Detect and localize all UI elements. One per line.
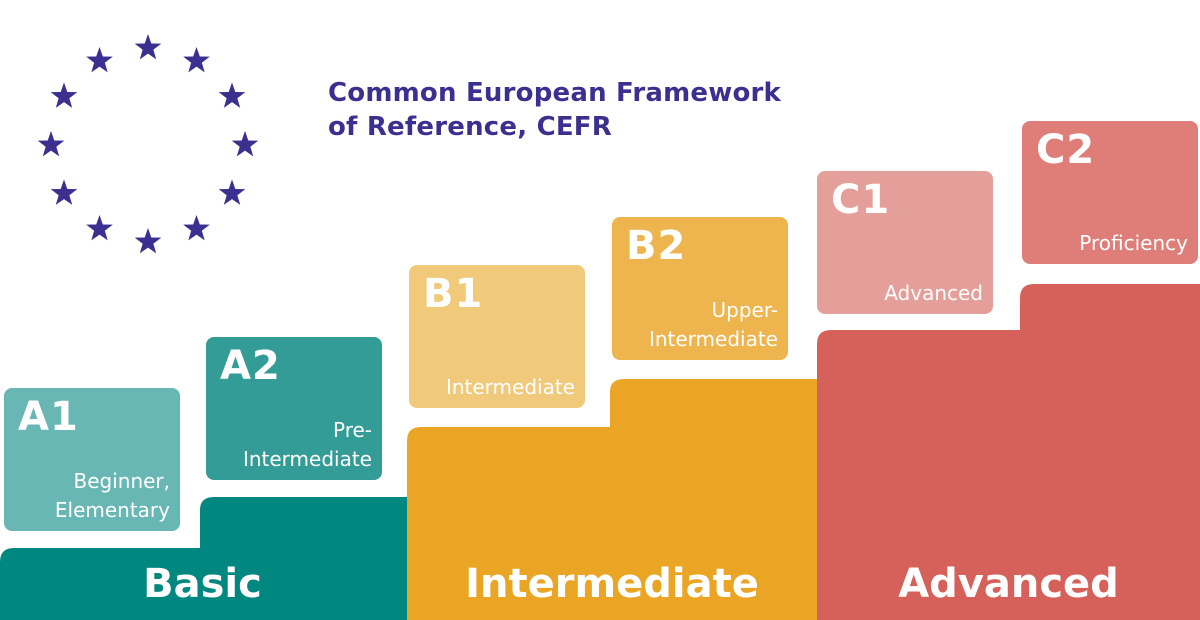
level-code: C1: [831, 177, 890, 223]
level-name: Upper- Intermediate: [649, 296, 778, 354]
level-name: Proficiency: [1079, 229, 1188, 258]
group-label-basic: Basic: [0, 556, 405, 612]
level-card-a1: A1 Beginner, Elementary: [4, 388, 180, 531]
level-name: Pre- Intermediate: [243, 416, 372, 474]
group-label-intermediate: Intermediate: [407, 556, 817, 612]
level-name: Beginner, Elementary: [55, 467, 170, 525]
level-card-b2: B2 Upper- Intermediate: [612, 217, 788, 360]
level-code: B1: [423, 271, 483, 317]
level-code: A1: [18, 394, 79, 440]
level-name: Intermediate: [446, 373, 575, 402]
group-label-advanced: Advanced: [817, 556, 1200, 612]
level-code: B2: [626, 223, 686, 269]
level-name: Advanced: [884, 279, 983, 308]
level-code: C2: [1036, 127, 1095, 173]
level-card-a2: A2 Pre- Intermediate: [206, 337, 382, 480]
level-card-c1: C1 Advanced: [817, 171, 993, 314]
level-card-c2: C2 Proficiency: [1022, 121, 1198, 264]
level-card-b1: B1 Intermediate: [409, 265, 585, 408]
level-code: A2: [220, 343, 281, 389]
